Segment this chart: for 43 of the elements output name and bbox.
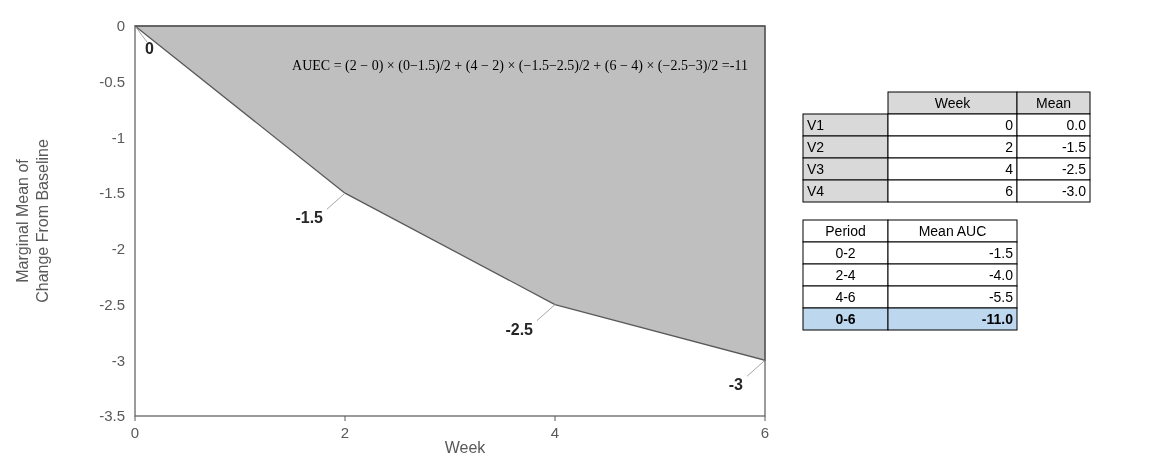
data-label: -2.5	[1061, 161, 1087, 177]
category-label: 0-2	[835, 245, 856, 261]
x-tick-label: 2	[340, 424, 350, 441]
data-label: -11.0	[981, 311, 1014, 327]
y-tick-label: -1	[111, 128, 125, 146]
x-tick-label: 4	[550, 424, 560, 441]
text: Period	[825, 223, 866, 239]
category-label: V4	[807, 183, 825, 199]
data-label: -3	[728, 376, 744, 394]
data-label: 4	[1005, 161, 1014, 177]
data-label: -1.5	[988, 245, 1014, 261]
y-tick-label: -2.5	[99, 295, 125, 313]
category-label: V3	[807, 161, 825, 177]
data-label: -1.5	[295, 209, 324, 227]
category-label: 4-6	[835, 289, 856, 305]
y-tick-label: -1.5	[99, 184, 125, 202]
series-label: Mean AUC	[918, 223, 987, 239]
annotation: AUEC = (2 − 0) × (0−1.5)/2 + (4 − 2) × (−1.5−2.5)/2 + (6 − 4) × (−2.5−3)/2 =-11	[292, 58, 748, 74]
data-label: -2.5	[505, 320, 534, 338]
data-label: -4.0	[988, 267, 1014, 283]
y-tick-label: -2	[111, 240, 125, 258]
data-label: 6	[1005, 183, 1014, 199]
category-label: V2	[807, 139, 825, 155]
x-tick-label: 0	[130, 424, 140, 441]
category-label: 2-4	[835, 267, 856, 283]
data-label: -5.5	[988, 289, 1014, 305]
y-tick-label: -0.5	[99, 72, 125, 90]
x-axis-title: Week	[444, 439, 487, 456]
category-label: V1	[807, 117, 825, 133]
y-axis-title: Marginal Mean of Change From Baseline	[14, 139, 51, 303]
data-label: 0	[145, 40, 154, 57]
y-tick-label: -3.5	[99, 407, 125, 425]
y-tick-label: -3	[111, 351, 125, 369]
x-tick-label: 6	[760, 424, 770, 441]
y-tick-label: 0	[116, 17, 125, 35]
series-label: Mean	[1035, 95, 1072, 111]
data-label: 0.0	[1066, 117, 1087, 133]
data-label: -1.5	[1061, 139, 1087, 155]
data-label: -3.0	[1061, 183, 1087, 199]
data-label: 2	[1005, 139, 1014, 155]
data-label: 0	[1005, 117, 1014, 133]
category-label: 0-6	[835, 311, 856, 327]
series-label: Week	[934, 95, 972, 111]
